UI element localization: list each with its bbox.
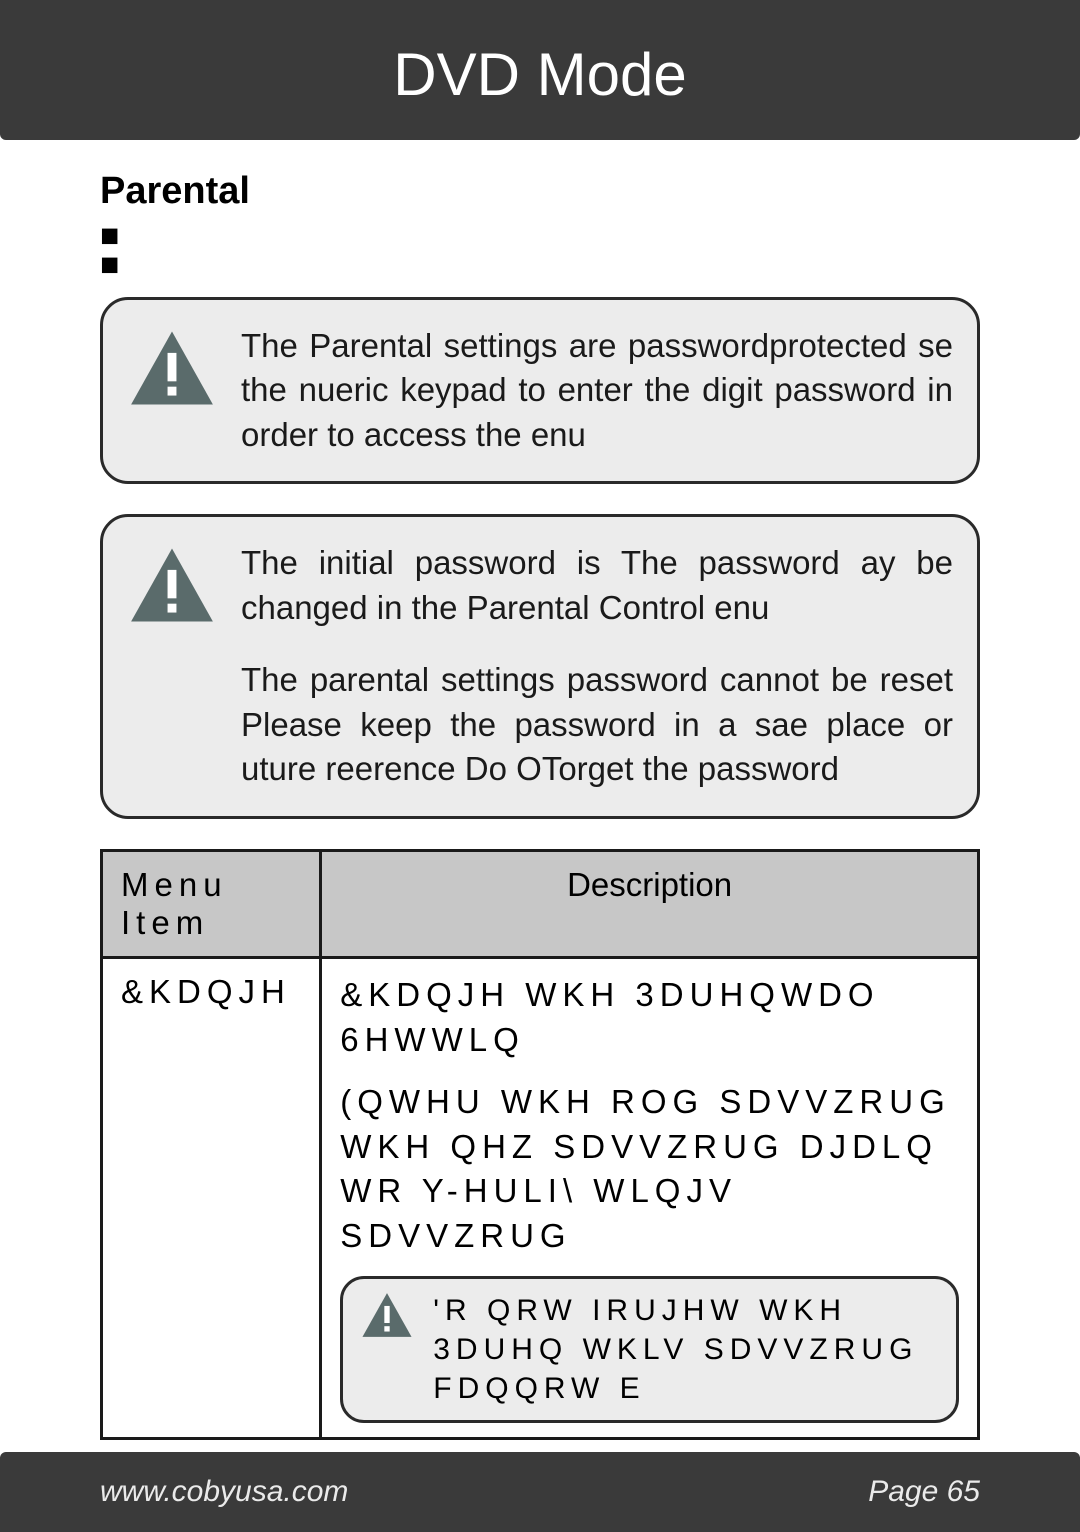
page-title: DVD Mode — [0, 0, 1080, 109]
content-area: Parental ■ ■ The Parental settings are p… — [0, 140, 1080, 1440]
warning-box-2: The initial password is The password ay … — [100, 514, 980, 819]
warning-text-2-p1: The initial password is The password ay … — [241, 541, 953, 630]
warning-icon — [359, 1291, 415, 1339]
warning-icon — [127, 545, 217, 625]
inner-warning-text: 'R QRW IRUJHW WKH 3DUHQ WKLV SDVVZRUG FD… — [433, 1291, 940, 1408]
desc-line-2: (QWHU WKH ROG SDVVZRUG WKH QHZ SDVVZRUG … — [340, 1080, 959, 1258]
footer-page: Page 65 — [868, 1475, 980, 1509]
warning-text-2: The initial password is The password ay … — [241, 541, 953, 792]
warning-text-2-p2: The parental settings password cannot be… — [241, 658, 953, 792]
footer-url: www.cobyusa.com — [100, 1475, 348, 1509]
section-title: Parental — [100, 170, 980, 213]
inner-warning-box: 'R QRW IRUJHW WKH 3DUHQ WKLV SDVVZRUG FD… — [340, 1276, 959, 1423]
garbled-mark-1: ■ — [100, 221, 980, 250]
header-bar: DVD Mode — [0, 0, 1080, 140]
warning-text-1: The Parental settings are passwordprotec… — [241, 324, 953, 458]
footer-bar: www.cobyusa.com Page 65 — [0, 1452, 1080, 1532]
table-row: &KDQJH &KDQJH WKH 3DUHQWDO 6HWWLQ (QWHU … — [102, 957, 979, 1438]
table-header-item: Menu Item — [102, 850, 321, 957]
garbled-mark-2: ■ — [100, 250, 980, 279]
table-cell-item: &KDQJH — [102, 957, 321, 1438]
menu-table: Menu Item Description &KDQJH &KDQJH WKH … — [100, 849, 980, 1440]
warning-box-1: The Parental settings are passwordprotec… — [100, 297, 980, 485]
garbled-marks: ■ ■ — [100, 221, 980, 279]
table-cell-desc: &KDQJH WKH 3DUHQWDO 6HWWLQ (QWHU WKH ROG… — [321, 957, 979, 1438]
table-header-desc: Description — [321, 850, 979, 957]
warning-icon — [127, 328, 217, 408]
desc-line-1: &KDQJH WKH 3DUHQWDO 6HWWLQ — [340, 973, 959, 1062]
table-header-row: Menu Item Description — [102, 850, 979, 957]
